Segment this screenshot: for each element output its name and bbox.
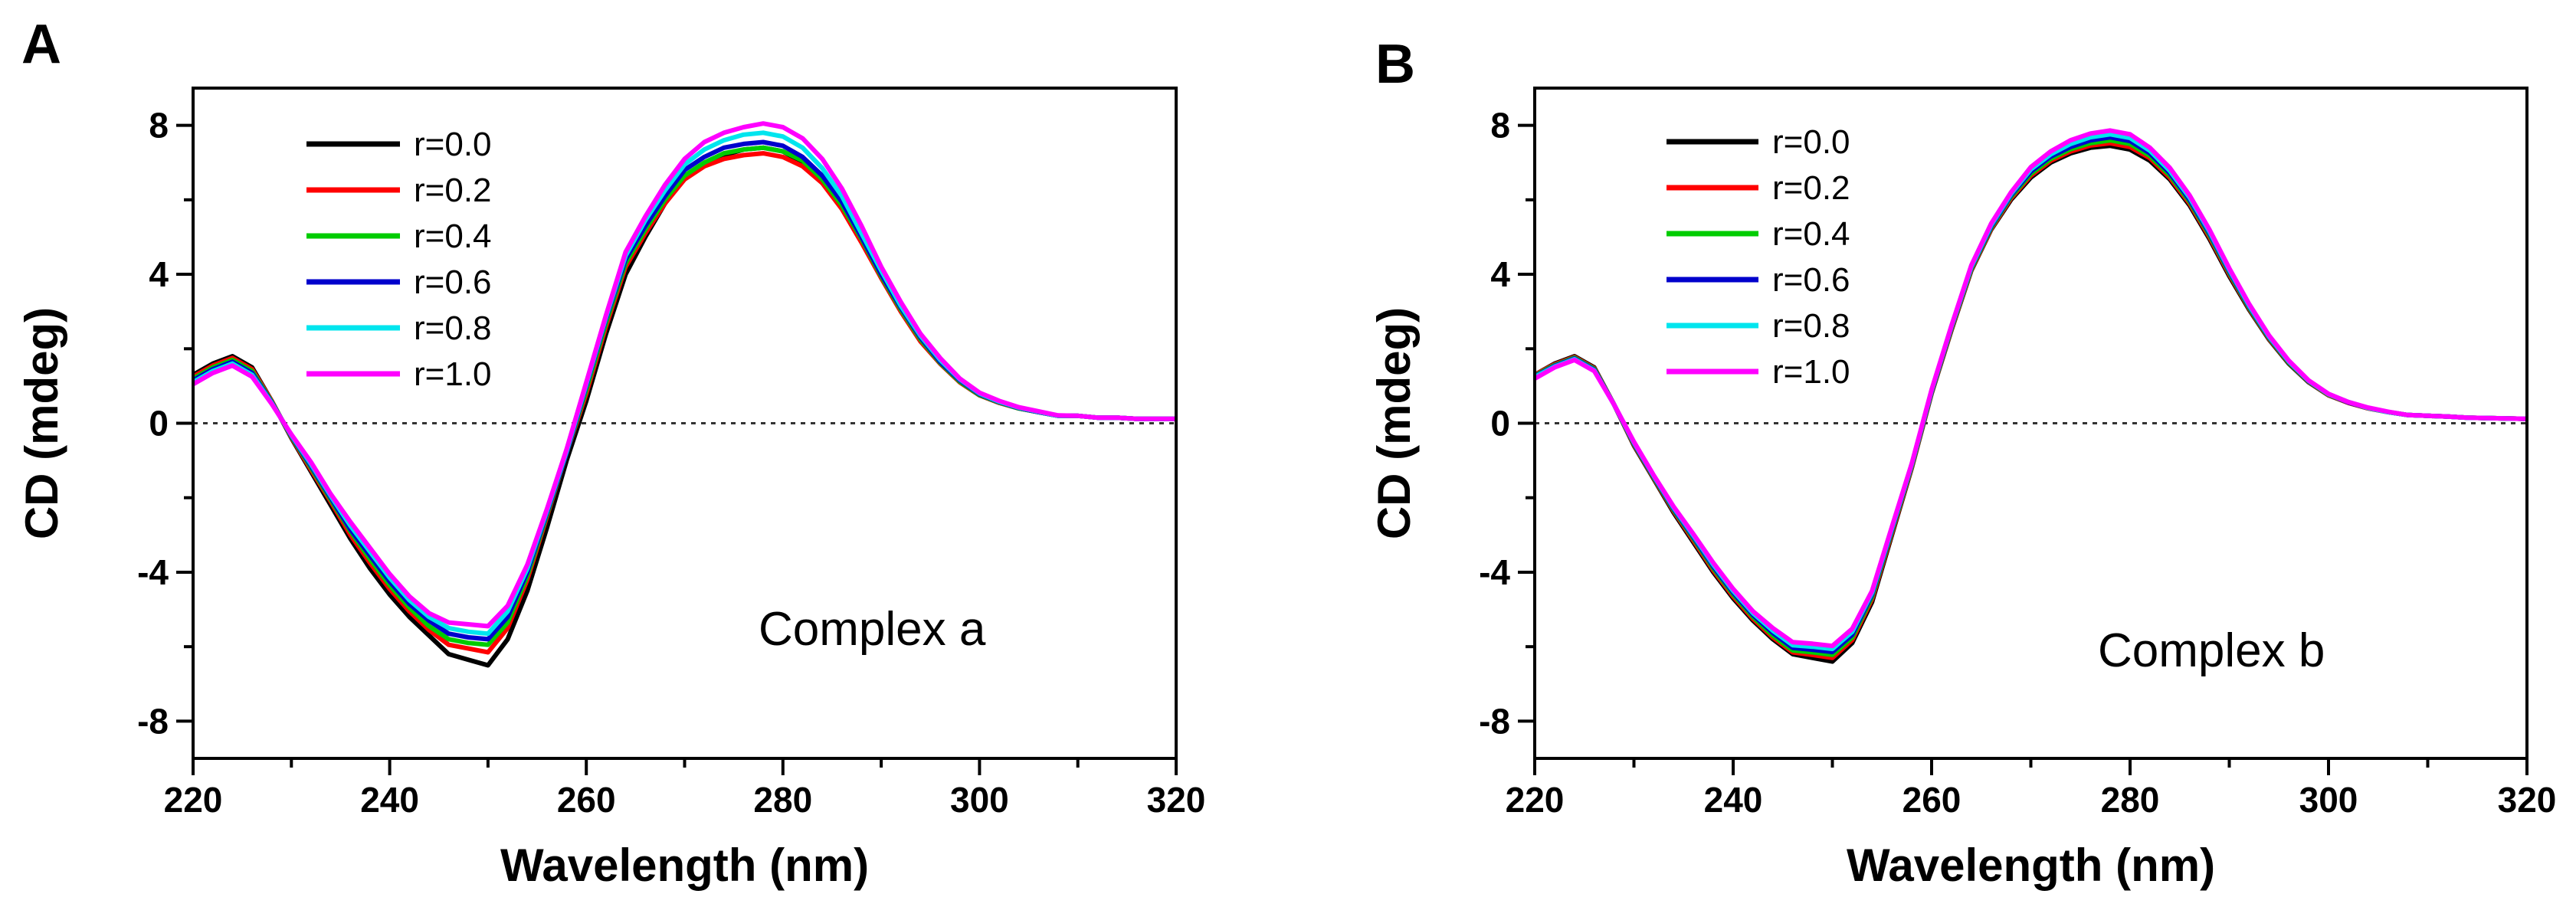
legend-label: r=1.0 bbox=[1772, 353, 1850, 391]
series-line-r=0.8 bbox=[1533, 132, 2528, 652]
x-tick-label: 300 bbox=[950, 780, 1009, 820]
series-line-r=0.2 bbox=[1533, 140, 2528, 660]
x-axis-title: Wavelength (nm) bbox=[500, 840, 869, 891]
x-tick-label: 240 bbox=[360, 780, 419, 820]
x-tick-label: 280 bbox=[753, 780, 812, 820]
legend-label: r=1.0 bbox=[414, 355, 492, 393]
series-line-r=0.4 bbox=[192, 145, 1176, 647]
y-tick-label: -8 bbox=[137, 701, 169, 741]
legend-label: r=0.0 bbox=[1772, 123, 1850, 161]
legend: r=0.0 r=0.2 r=0.4 r=0.6 r=0.8 r=1.0 bbox=[306, 126, 492, 393]
x-tick-label: 280 bbox=[2101, 780, 2160, 820]
legend-label: r=0.8 bbox=[1772, 307, 1850, 345]
panel-b: B 220 240 260 280 300 320 -8 -4 0 4 8 Wavelength (nm… bbox=[1368, 34, 2556, 891]
series-line-r=0.2 bbox=[192, 151, 1176, 655]
y-tick-label: 4 bbox=[1490, 254, 1510, 294]
y-axis-title: CD (mdeg) bbox=[1368, 307, 1420, 539]
y-tick-label: 8 bbox=[1490, 106, 1510, 146]
x-tick-label: 260 bbox=[557, 780, 616, 820]
series-line-r=1.0 bbox=[192, 121, 1176, 629]
x-tick-label: 320 bbox=[2498, 780, 2557, 820]
series-line-r=0.0 bbox=[192, 145, 1176, 668]
panel-label: A bbox=[21, 14, 61, 75]
legend-label: r=0.4 bbox=[414, 218, 492, 255]
legend-label: r=0.2 bbox=[414, 172, 492, 209]
annotation-label: Complex a bbox=[759, 603, 986, 656]
x-tick-label: 240 bbox=[1704, 780, 1763, 820]
series-line-r=0.6 bbox=[1533, 135, 2528, 654]
y-tick-label: 4 bbox=[149, 254, 169, 294]
x-tick-label: 220 bbox=[164, 780, 223, 820]
legend-label: r=0.4 bbox=[1772, 215, 1850, 253]
x-tick-label: 320 bbox=[1147, 780, 1206, 820]
y-tick-label: 0 bbox=[1490, 404, 1510, 444]
y-tick-label: 8 bbox=[149, 106, 169, 146]
legend-label: r=0.6 bbox=[1772, 261, 1850, 299]
x-tick-label: 300 bbox=[2299, 780, 2358, 820]
legend-label: r=0.2 bbox=[1772, 169, 1850, 207]
legend-label: r=0.0 bbox=[414, 126, 492, 163]
x-tick-label: 220 bbox=[1506, 780, 1565, 820]
legend-label: r=0.6 bbox=[414, 264, 492, 301]
x-tick-label: 260 bbox=[1903, 780, 1961, 820]
series-line-r=0.6 bbox=[192, 139, 1176, 642]
legend: r=0.0 r=0.2 r=0.4 r=0.6 r=0.8 r=1.0 bbox=[1667, 123, 1850, 391]
series-line-r=0.0 bbox=[1533, 143, 2528, 664]
y-tick-label: 0 bbox=[149, 404, 169, 444]
y-tick-label: -8 bbox=[1479, 701, 1510, 741]
legend-label: r=0.8 bbox=[414, 309, 492, 347]
series-line-r=0.4 bbox=[1533, 138, 2528, 657]
series-line-r=0.8 bbox=[192, 130, 1176, 637]
panel-a: A 220 240 260 280 300 320 -8 -4 0 4 8 Wavelength (nm… bbox=[16, 14, 1205, 891]
y-axis-title: CD (mdeg) bbox=[16, 307, 67, 539]
series-line-r=1.0 bbox=[1533, 128, 2528, 649]
y-tick-label: -4 bbox=[137, 552, 169, 592]
y-tick-label: -4 bbox=[1479, 552, 1510, 592]
panel-label: B bbox=[1375, 34, 1415, 95]
x-axis-title: Wavelength (nm) bbox=[1847, 840, 2215, 891]
annotation-label: Complex b bbox=[2098, 624, 2325, 677]
